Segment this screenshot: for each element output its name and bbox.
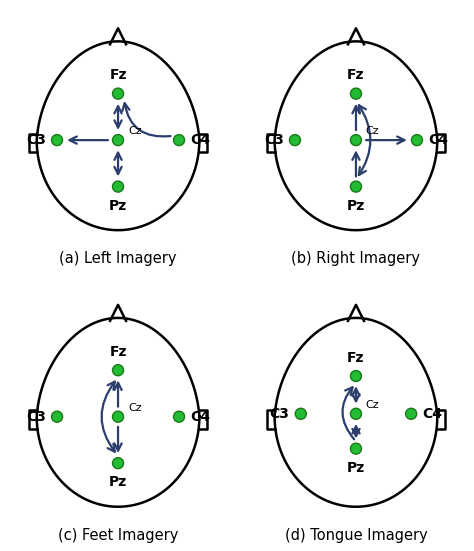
Text: C3: C3 xyxy=(26,133,46,147)
Text: Fz: Fz xyxy=(347,350,365,365)
Text: Cz: Cz xyxy=(366,400,380,410)
Text: (d) Tongue Imagery: (d) Tongue Imagery xyxy=(284,528,428,543)
Circle shape xyxy=(290,134,301,145)
Text: Fz: Fz xyxy=(347,68,365,82)
Circle shape xyxy=(350,408,362,419)
Circle shape xyxy=(173,411,184,422)
Text: Cz: Cz xyxy=(128,127,142,137)
Circle shape xyxy=(350,134,362,145)
Circle shape xyxy=(406,408,417,419)
Text: C3: C3 xyxy=(26,410,46,424)
Circle shape xyxy=(112,88,124,99)
Text: Pz: Pz xyxy=(347,199,365,213)
Text: Fz: Fz xyxy=(109,68,127,82)
Text: C3: C3 xyxy=(270,407,290,421)
Text: (c) Feet Imagery: (c) Feet Imagery xyxy=(58,528,178,543)
Text: C3: C3 xyxy=(264,133,283,147)
Circle shape xyxy=(112,365,124,376)
Text: Cz: Cz xyxy=(128,403,142,413)
Circle shape xyxy=(295,408,306,419)
Text: C4: C4 xyxy=(428,133,448,147)
Text: Fz: Fz xyxy=(109,345,127,359)
Circle shape xyxy=(112,411,124,422)
Circle shape xyxy=(350,443,362,454)
Text: C4: C4 xyxy=(422,407,443,421)
Circle shape xyxy=(52,134,63,145)
Text: C4: C4 xyxy=(191,133,210,147)
Circle shape xyxy=(112,458,124,469)
Text: Pz: Pz xyxy=(109,475,127,489)
Circle shape xyxy=(350,181,362,192)
Circle shape xyxy=(112,181,124,192)
Text: (a) Left Imagery: (a) Left Imagery xyxy=(59,251,177,266)
Circle shape xyxy=(52,411,63,422)
Text: Pz: Pz xyxy=(347,461,365,475)
Circle shape xyxy=(112,134,124,145)
Circle shape xyxy=(350,370,362,381)
Circle shape xyxy=(350,88,362,99)
Text: (b) Right Imagery: (b) Right Imagery xyxy=(292,251,420,266)
Circle shape xyxy=(411,134,422,145)
Text: Pz: Pz xyxy=(109,199,127,213)
Text: C4: C4 xyxy=(191,410,210,424)
Circle shape xyxy=(173,134,184,145)
Text: Cz: Cz xyxy=(366,127,380,137)
